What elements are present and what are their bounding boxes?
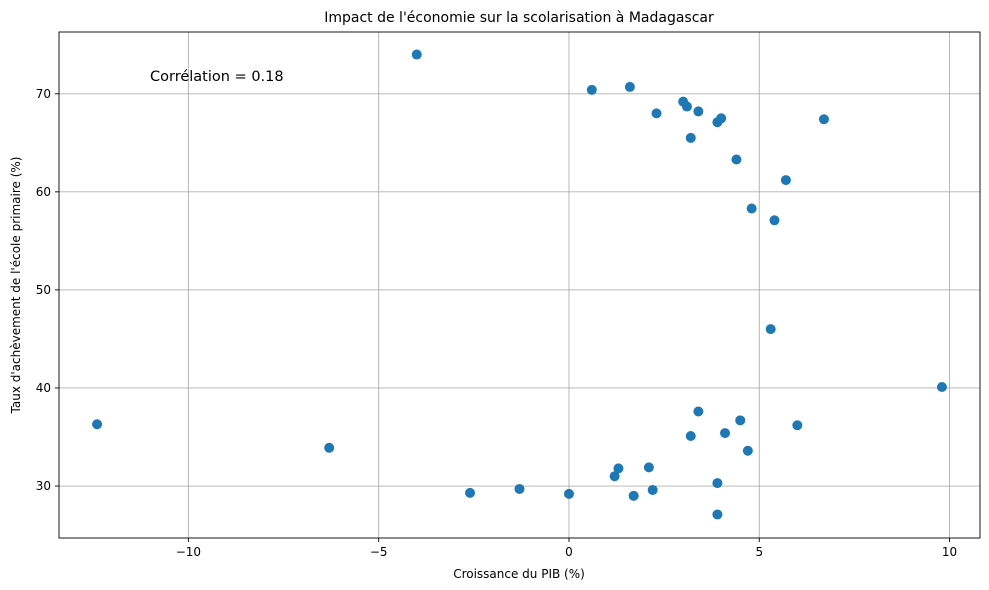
data-point xyxy=(769,215,780,226)
x-tick-label: 0 xyxy=(565,545,573,559)
data-point xyxy=(712,509,723,520)
data-point xyxy=(681,101,692,112)
data-point xyxy=(712,478,723,489)
data-point xyxy=(586,84,597,95)
x-tick-label: −10 xyxy=(176,545,201,559)
data-point xyxy=(514,483,525,494)
y-tick-label: 40 xyxy=(36,381,51,395)
data-point xyxy=(716,113,727,124)
data-point xyxy=(685,431,696,442)
y-tick-label: 60 xyxy=(36,185,51,199)
data-point xyxy=(613,463,624,474)
data-point xyxy=(731,154,742,165)
data-point xyxy=(685,132,696,143)
y-axis-label: Taux d'achèvement de l'école primaire (%… xyxy=(9,157,23,415)
correlation-annotation: Corrélation = 0.18 xyxy=(150,69,284,85)
data-point xyxy=(643,462,654,473)
x-tick-label: 5 xyxy=(755,545,763,559)
data-point xyxy=(693,406,704,417)
x-axis-ticks: −10 −5 0 5 10 xyxy=(176,538,957,559)
x-tick-label: 10 xyxy=(942,545,957,559)
y-axis-ticks: 30 40 50 60 70 xyxy=(36,87,59,493)
data-point xyxy=(609,471,620,482)
data-point xyxy=(792,420,803,431)
data-point xyxy=(765,324,776,335)
data-point xyxy=(624,81,635,92)
data-point xyxy=(693,106,704,117)
data-point xyxy=(92,419,103,430)
plot-frame xyxy=(58,31,981,539)
data-point xyxy=(651,108,662,119)
data-point xyxy=(720,428,731,439)
data-point xyxy=(746,203,757,214)
data-point xyxy=(818,114,829,125)
data-point xyxy=(780,175,791,186)
data-points xyxy=(92,49,947,520)
x-axis-label: Croissance du PIB (%) xyxy=(453,567,585,581)
data-point xyxy=(563,488,574,499)
x-tick-label: −5 xyxy=(370,545,388,559)
y-tick-label: 70 xyxy=(36,87,51,101)
y-tick-label: 30 xyxy=(36,479,51,493)
data-point xyxy=(628,490,639,501)
data-point xyxy=(465,487,476,498)
data-point xyxy=(936,381,947,392)
data-point xyxy=(647,484,658,495)
data-point xyxy=(324,442,335,453)
data-point xyxy=(735,415,746,426)
y-tick-label: 50 xyxy=(36,283,51,297)
data-point xyxy=(742,445,753,456)
chart-title: Impact de l'économie sur la scolarisatio… xyxy=(324,10,714,26)
data-point xyxy=(411,49,422,60)
